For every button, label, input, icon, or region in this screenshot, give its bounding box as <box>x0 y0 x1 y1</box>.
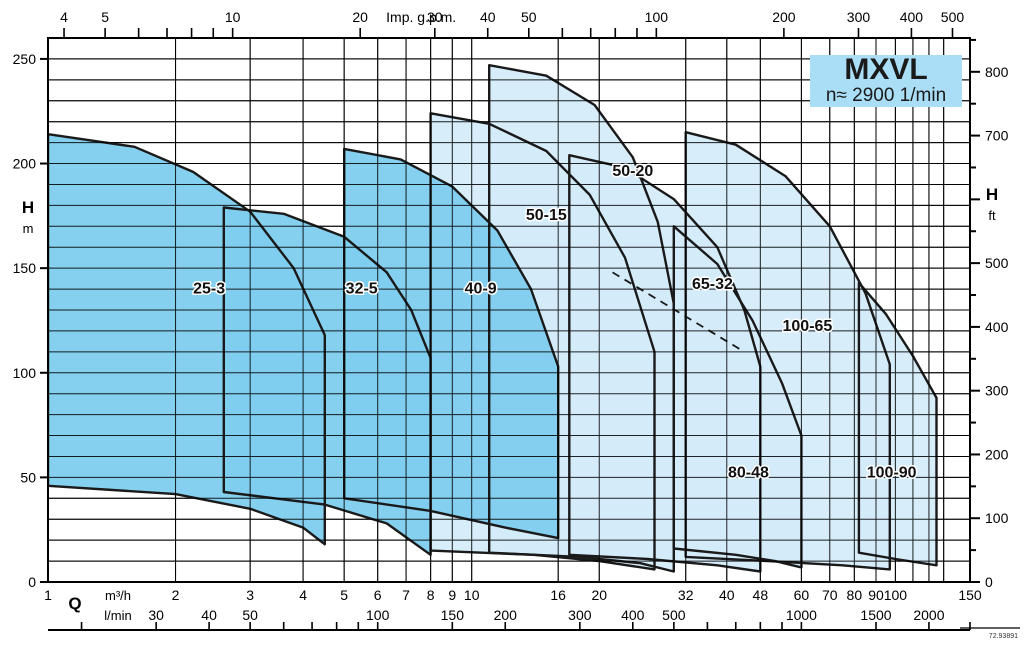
axis-tick-label-right: 700 <box>985 128 1009 144</box>
axis-tick-label-bottom-lmin: 100 <box>366 607 390 623</box>
axis-tick-label-bottom-lmin: 1500 <box>860 607 891 623</box>
axis-tick-label-top: 50 <box>521 9 537 25</box>
curve-label-100-65: 100-65 <box>783 318 833 335</box>
axis-tick-label-top: 400 <box>900 9 924 25</box>
axis-tick-label-top: 5 <box>101 9 109 25</box>
axis-tick-label-left: 50 <box>20 469 36 485</box>
region-fills-dark <box>48 134 559 555</box>
axis-tick-label-right: 300 <box>985 383 1009 399</box>
axis-bottom-lmin: 30 40 50 100 150 200 300 400 500 1000 1500 2000 <box>148 607 944 623</box>
annotation-dashed-line <box>612 271 745 353</box>
title-speed-label: n≈ 2900 1/min <box>826 85 946 106</box>
axis-tick-label-bottom-lmin: 200 <box>494 607 518 623</box>
axis-tick-label-bottom-m3h: 6 <box>374 587 382 603</box>
axis-tick-label-bottom-m3h: 2 <box>172 587 180 603</box>
pump-curve-100-90 <box>857 281 938 567</box>
axis-unit-lmin: l/min <box>104 608 131 623</box>
axis-title-top: Imp. g.p.m. <box>386 9 456 25</box>
axis-tick-label-left: 200 <box>13 156 37 172</box>
curve-label-50-20: 50-20 <box>612 163 653 180</box>
axis-tick-label-top: 300 <box>847 9 871 25</box>
axis-tick-label-bottom-m3h: 100 <box>884 587 908 603</box>
pump-curve-100-65 <box>684 131 891 571</box>
axis-tick-label-right: 800 <box>985 64 1009 80</box>
axis-tick-label-bottom-m3h: 40 <box>719 587 735 603</box>
axis-unit-left: m <box>23 221 34 236</box>
curve-label-40-9: 40-9 <box>465 280 497 297</box>
axis-tick-label-top: 40 <box>480 9 496 25</box>
axis-tick-label-left: 250 <box>13 51 37 67</box>
axis-tick-label-bottom-m3h: 3 <box>246 587 254 603</box>
axis-tick-label-left: 100 <box>13 365 37 381</box>
axis-left: 0 50 100 150 200 250 <box>13 51 48 590</box>
axis-tick-label-bottom-lmin: 40 <box>201 607 217 623</box>
curve-label-80-48: 80-48 <box>728 464 769 481</box>
title-model-label: MXVL <box>844 53 927 86</box>
axis-tick-label-bottom-m3h: 70 <box>822 587 838 603</box>
axis-tick-label-bottom-m3h: 8 <box>427 587 435 603</box>
axis-tick-label-right: 100 <box>985 510 1009 526</box>
curve-label-100-90: 100-90 <box>867 464 917 481</box>
axis-tick-label-bottom-lmin: 400 <box>621 607 645 623</box>
curve-label-32-5: 32-5 <box>346 280 378 297</box>
axis-tick-label-top: 30 <box>427 9 443 25</box>
axis-tick-label-bottom-lmin: 300 <box>568 607 592 623</box>
curve-label-65-32: 65-32 <box>692 276 733 293</box>
axis-tick-label-top: 500 <box>941 9 965 25</box>
axis-tick-label-left: 0 <box>28 574 36 590</box>
axis-unit-right: ft <box>988 208 996 223</box>
axis-tick-label-bottom-m3h: 60 <box>794 587 810 603</box>
axis-tick-label-bottom-m3h: 4 <box>299 587 307 603</box>
axis-unit-m3h: m³/h <box>105 588 131 603</box>
axis-tick-label-left: 150 <box>13 260 37 276</box>
axis-tick-label-bottom-lmin: 30 <box>148 607 164 623</box>
pump-region-40-9 <box>344 148 559 539</box>
pump-region-100-90 <box>858 282 937 566</box>
axis-tick-label-bottom-m3h: 80 <box>847 587 863 603</box>
title-box-background <box>810 55 962 107</box>
axis-bottom-m3h: 1 2 3 4 5 6 7 8 9 10 16 20 32 40 48 60 70 80 90 100 150 <box>44 587 982 603</box>
axis-title-Q: Q <box>68 594 81 613</box>
axis-tick-label-bottom-m3h: 7 <box>402 587 410 603</box>
axis-tick-label-top: 200 <box>772 9 796 25</box>
axis-tick-label-bottom-m3h: 10 <box>464 587 480 603</box>
plot-frame <box>47 37 971 583</box>
axis-tick-label-bottom-m3h: 1 <box>44 587 52 603</box>
axis-tick-label-top: 10 <box>225 9 241 25</box>
axis-tick-label-right: 0 <box>985 574 993 590</box>
axis-title-left: H <box>22 198 34 217</box>
axis-tick-label-right: 400 <box>985 319 1009 335</box>
axis-title-right: H <box>986 185 998 204</box>
axis-right: 0 100 200 300 400 500 700 800 <box>970 38 1009 590</box>
axis-tick-label-bottom-lmin: 50 <box>242 607 258 623</box>
axis-tick-label-bottom-lmin: 500 <box>662 607 686 623</box>
axis-tick-label-top: 20 <box>352 9 368 25</box>
axis-tick-label-bottom-m3h: 90 <box>868 587 884 603</box>
axis-tick-label-right: 500 <box>985 255 1009 271</box>
axis-tick-label-bottom-m3h: 9 <box>448 587 456 603</box>
axis-tick-label-bottom-lmin: 1000 <box>786 607 817 623</box>
axis-tick-label-bottom-m3h: 150 <box>958 587 982 603</box>
axis-tick-label-top: 4 <box>60 9 68 25</box>
ruler-ticks-lmin <box>80 622 971 630</box>
footer-code-label: 72.93891 <box>989 633 1018 640</box>
axis-tick-label-bottom-m3h: 20 <box>591 587 607 603</box>
pump-region-100-65 <box>685 132 890 570</box>
axis-tick-label-right: 200 <box>985 446 1009 462</box>
curve-label-25-3: 25-3 <box>193 280 225 297</box>
axis-tick-label-bottom-m3h: 5 <box>340 587 348 603</box>
curve-label-50-15: 50-15 <box>526 207 567 224</box>
axis-tick-label-bottom-m3h: 48 <box>753 587 769 603</box>
axis-tick-label-bottom-lmin: 2000 <box>913 607 944 623</box>
axis-tick-label-bottom-m3h: 16 <box>550 587 566 603</box>
axis-tick-label-bottom-lmin: 150 <box>441 607 465 623</box>
axis-top: 4 5 10 20 30 40 50 100 200 300 400 500 <box>60 9 964 38</box>
axis-tick-label-bottom-m3h: 32 <box>678 587 694 603</box>
axis-tick-label-top: 100 <box>645 9 669 25</box>
pump-curve-25-3 <box>48 133 326 546</box>
